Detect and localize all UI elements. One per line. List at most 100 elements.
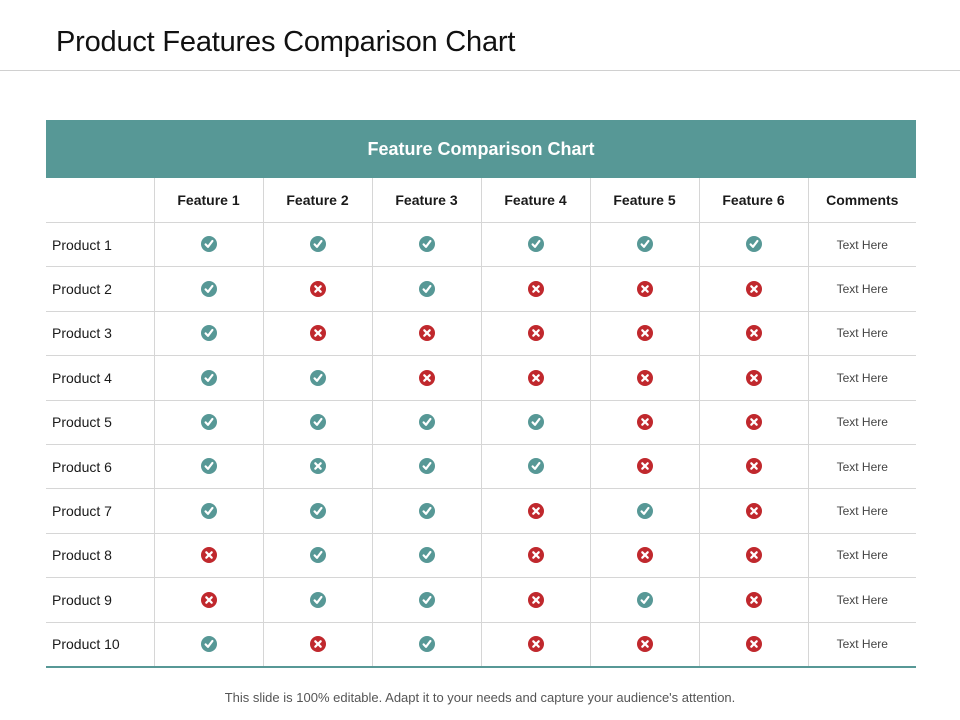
cross-icon <box>636 458 653 475</box>
comparison-table: Feature Comparison Chart Feature 1 Featur… <box>46 120 917 668</box>
feature-cell <box>698 577 808 623</box>
comment-cell: Text Here <box>807 266 917 312</box>
column-header: Feature 3 <box>371 178 481 223</box>
check-icon <box>309 236 326 253</box>
cross-icon <box>309 458 326 475</box>
cross-icon <box>418 325 435 342</box>
feature-cell <box>698 266 808 312</box>
check-icon <box>636 236 653 253</box>
column-header: Feature 5 <box>589 178 699 223</box>
cross-icon <box>636 369 653 386</box>
product-name: Product 9 <box>46 577 154 623</box>
feature-cell <box>153 266 263 312</box>
product-name: Product 3 <box>46 311 154 357</box>
feature-cell <box>480 488 590 534</box>
feature-cell <box>262 311 372 357</box>
cross-icon <box>527 547 544 564</box>
feature-cell <box>153 577 263 623</box>
cross-icon <box>527 325 544 342</box>
column-header: Comments <box>807 178 917 223</box>
comparison-table-container: Feature Comparison Chart Feature 1 Featur… <box>46 120 917 668</box>
feature-cell <box>480 577 590 623</box>
feature-cell <box>262 266 372 312</box>
feature-cell <box>371 355 481 401</box>
table-body: Product 1 Text Here Product 2 Text Here Prod… <box>46 222 917 668</box>
cross-icon <box>636 635 653 652</box>
check-icon <box>636 502 653 519</box>
feature-cell <box>371 222 481 268</box>
cross-icon <box>527 502 544 519</box>
check-icon <box>200 635 217 652</box>
check-icon <box>200 236 217 253</box>
feature-cell <box>371 311 481 357</box>
check-icon <box>418 414 435 431</box>
product-name: Product 2 <box>46 266 154 312</box>
cross-icon <box>527 280 544 297</box>
check-icon <box>636 591 653 608</box>
feature-cell <box>698 533 808 579</box>
product-name: Product 1 <box>46 222 154 268</box>
comment-cell: Text Here <box>807 444 917 490</box>
product-name: Product 8 <box>46 533 154 579</box>
feature-cell <box>262 488 372 534</box>
feature-cell <box>589 400 699 445</box>
feature-cell <box>589 533 699 579</box>
feature-cell <box>480 311 590 357</box>
cross-icon <box>527 635 544 652</box>
check-icon <box>309 369 326 386</box>
cross-icon <box>200 591 217 608</box>
table-row: Product 2 Text Here <box>46 266 917 312</box>
cross-icon <box>745 591 762 608</box>
feature-cell <box>371 622 481 668</box>
product-name: Product 6 <box>46 444 154 490</box>
cross-icon <box>745 280 762 297</box>
product-name: Product 10 <box>46 622 154 668</box>
product-name: Product 5 <box>46 400 154 445</box>
feature-cell <box>589 311 699 357</box>
feature-cell <box>480 355 590 401</box>
footer-note: This slide is 100% editable. Adapt it to… <box>224 690 736 705</box>
feature-cell <box>698 355 808 401</box>
check-icon <box>418 236 435 253</box>
page-title: Product Features Comparison Chart <box>56 26 516 58</box>
feature-cell <box>262 355 372 401</box>
cross-icon <box>745 414 762 431</box>
feature-cell <box>153 355 263 401</box>
comment-cell: Text Here <box>807 488 917 534</box>
feature-cell <box>480 444 590 490</box>
feature-cell <box>262 400 372 445</box>
title-divider <box>0 70 960 71</box>
cross-icon <box>745 635 762 652</box>
check-icon <box>418 502 435 519</box>
comment-cell: Text Here <box>807 533 917 579</box>
feature-cell <box>262 622 372 668</box>
feature-cell <box>589 444 699 490</box>
feature-cell <box>153 488 263 534</box>
check-icon <box>309 414 326 431</box>
check-icon <box>200 458 217 475</box>
feature-cell <box>153 222 263 268</box>
check-icon <box>745 236 762 253</box>
table-row: Product 6 Text Here <box>46 444 917 490</box>
feature-cell <box>589 222 699 268</box>
column-header-row: Feature 1 Feature 2 Feature 3 Feature 4 Feat… <box>46 178 917 223</box>
table-row: Product 7 Text Here <box>46 488 917 534</box>
check-icon <box>527 458 544 475</box>
feature-cell <box>698 222 808 268</box>
feature-cell <box>153 311 263 357</box>
comment-cell: Text Here <box>807 577 917 623</box>
cross-icon <box>527 369 544 386</box>
feature-cell <box>371 577 481 623</box>
comment-cell: Text Here <box>807 222 917 268</box>
feature-cell <box>698 400 808 445</box>
cross-icon <box>418 369 435 386</box>
feature-cell <box>589 266 699 312</box>
feature-cell <box>480 222 590 268</box>
check-icon <box>200 325 217 342</box>
table-row: Product 3 Text Here <box>46 311 917 357</box>
check-icon <box>200 414 217 431</box>
feature-cell <box>480 400 590 445</box>
comment-cell: Text Here <box>807 400 917 445</box>
cross-icon <box>745 458 762 475</box>
table-banner: Feature Comparison Chart <box>46 120 917 178</box>
